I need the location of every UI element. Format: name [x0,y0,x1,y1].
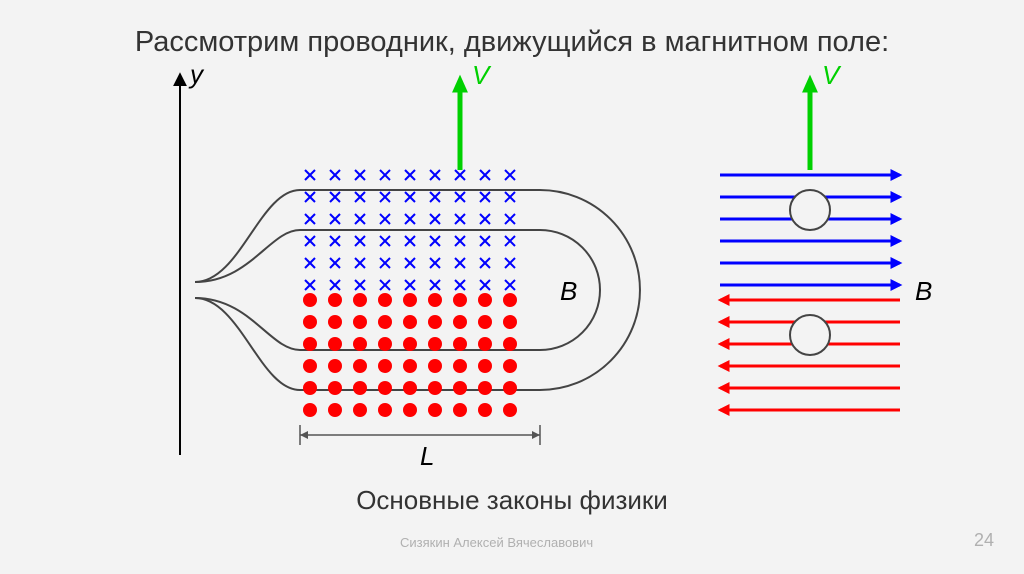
svg-text:V: V [472,60,492,90]
svg-text:V: V [822,60,842,90]
svg-text:B: B [915,276,932,306]
svg-text:y: y [188,59,205,89]
svg-text:L: L [420,441,434,471]
physics-diagram: y V V B B L [0,0,1024,574]
svg-text:B: B [560,276,577,306]
